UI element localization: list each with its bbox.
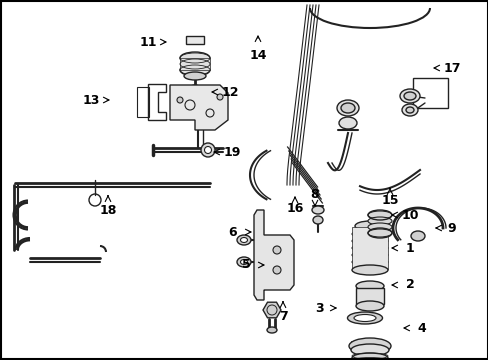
Ellipse shape	[240, 238, 247, 243]
Ellipse shape	[311, 206, 324, 214]
Ellipse shape	[272, 266, 281, 274]
Ellipse shape	[336, 100, 358, 116]
Ellipse shape	[237, 235, 250, 245]
Text: 11: 11	[139, 36, 157, 49]
Ellipse shape	[351, 353, 387, 360]
Ellipse shape	[367, 217, 391, 225]
Ellipse shape	[237, 257, 250, 267]
Ellipse shape	[355, 301, 383, 311]
Text: 15: 15	[381, 194, 398, 207]
Ellipse shape	[190, 85, 200, 91]
Text: 8: 8	[310, 188, 319, 201]
Ellipse shape	[367, 211, 391, 219]
Text: 6: 6	[228, 225, 237, 239]
Ellipse shape	[347, 312, 382, 324]
Ellipse shape	[180, 52, 209, 64]
Text: 17: 17	[442, 62, 460, 75]
FancyBboxPatch shape	[351, 227, 387, 269]
Ellipse shape	[351, 244, 387, 252]
Text: 16: 16	[286, 202, 303, 215]
Ellipse shape	[240, 260, 247, 265]
Ellipse shape	[177, 97, 183, 103]
Text: 4: 4	[417, 321, 426, 334]
Ellipse shape	[201, 143, 215, 157]
Ellipse shape	[367, 229, 391, 237]
Text: 19: 19	[223, 145, 240, 158]
Text: 10: 10	[401, 208, 418, 221]
Ellipse shape	[401, 104, 417, 116]
Ellipse shape	[351, 251, 387, 259]
Ellipse shape	[355, 281, 383, 291]
Text: 3: 3	[315, 302, 324, 315]
Polygon shape	[170, 85, 227, 130]
Ellipse shape	[367, 223, 391, 231]
Ellipse shape	[350, 344, 388, 356]
Ellipse shape	[183, 72, 205, 80]
Ellipse shape	[272, 246, 281, 254]
Text: 5: 5	[241, 258, 250, 271]
Ellipse shape	[351, 258, 387, 266]
Ellipse shape	[351, 265, 387, 275]
Ellipse shape	[338, 117, 356, 129]
Ellipse shape	[348, 338, 390, 354]
Ellipse shape	[405, 107, 413, 113]
Polygon shape	[263, 302, 281, 318]
Ellipse shape	[180, 64, 209, 76]
Ellipse shape	[354, 221, 384, 231]
Text: 2: 2	[405, 279, 413, 292]
Text: 9: 9	[447, 221, 455, 234]
Ellipse shape	[403, 92, 415, 100]
Ellipse shape	[399, 89, 419, 103]
Ellipse shape	[204, 147, 211, 153]
Text: 7: 7	[278, 310, 287, 323]
Ellipse shape	[351, 230, 387, 238]
Ellipse shape	[266, 327, 276, 333]
FancyBboxPatch shape	[180, 58, 209, 70]
Text: 12: 12	[221, 86, 238, 99]
Ellipse shape	[217, 94, 223, 100]
Ellipse shape	[353, 315, 375, 321]
Polygon shape	[253, 210, 293, 300]
Ellipse shape	[351, 237, 387, 245]
FancyBboxPatch shape	[185, 36, 203, 44]
Ellipse shape	[410, 231, 424, 241]
Text: 18: 18	[99, 203, 117, 216]
Text: 14: 14	[249, 49, 266, 62]
FancyBboxPatch shape	[355, 288, 383, 304]
Text: 1: 1	[405, 242, 413, 255]
Ellipse shape	[312, 216, 323, 224]
Text: 13: 13	[82, 94, 100, 107]
Ellipse shape	[340, 103, 354, 113]
